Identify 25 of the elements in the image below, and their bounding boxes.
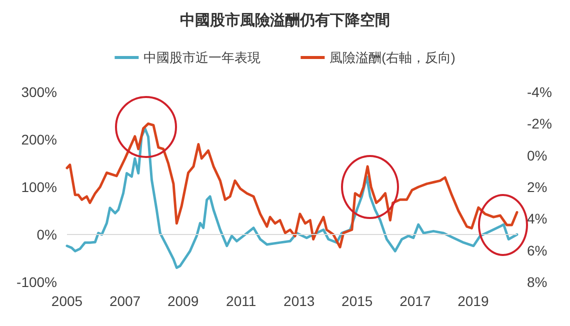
y2-tick-label: 8% [527,274,548,290]
y2-tick-label: 0% [527,147,548,164]
y-tick-label: 200% [21,132,57,148]
x-tick-label: 2011 [226,293,256,309]
y2-tick-label: -4% [527,84,552,100]
y-tick-label: 300% [21,84,57,100]
y-tick-label: 0% [36,226,57,242]
legend-label: 中國股市近一年表現 [144,50,261,65]
x-tick-label: 2007 [109,293,141,309]
x-tick-label: 2009 [167,293,199,309]
x-tick-label: 2005 [51,293,83,309]
x-tick-label: 2019 [458,293,489,309]
x-tick-label: 2017 [400,293,431,309]
y-tick-label: -100% [16,274,57,290]
line-series [66,127,518,269]
line-series [66,122,518,248]
y2-tick-label: 2% [527,179,548,195]
y-tick-label: 100% [21,179,57,195]
x-tick-label: 2013 [284,293,315,309]
x-tick-label: 2015 [342,293,373,309]
chart-title: 中國股市風險溢酬仍有下降空間 [180,11,390,29]
y2-tick-label: 6% [527,242,548,258]
y2-tick-label: -2% [527,116,552,132]
y2-tick-label: 4% [527,210,548,227]
legend-label: 風險溢酬(右軸，反向) [330,50,456,65]
